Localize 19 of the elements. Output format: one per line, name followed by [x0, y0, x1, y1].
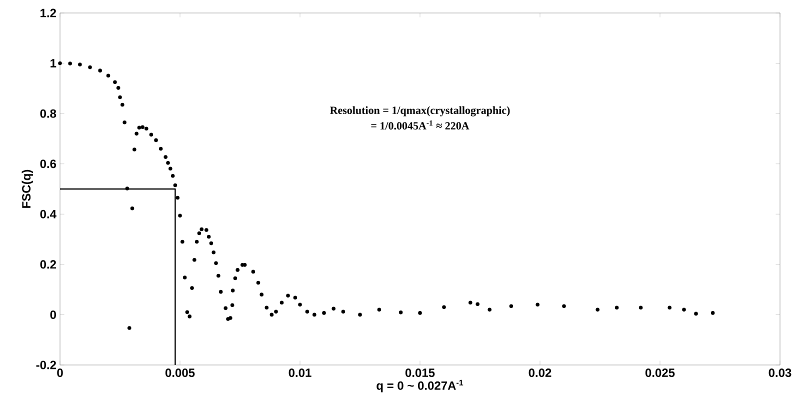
x-tick-label: 0.015: [405, 368, 435, 378]
y-tick-label: 1.2: [40, 8, 56, 18]
annotation: Resolution = 1/qmax(crystallographic): [330, 106, 510, 116]
y-tick-label: 0.4: [40, 210, 56, 218]
x-tick-label: 0.005: [165, 368, 195, 378]
y-axis-title: FSC(q): [22, 170, 33, 208]
y-tick-label: -0.2: [36, 360, 56, 370]
x-axis-title: q = 0 ~ 0.027A$^{-1}$: [376, 380, 464, 392]
x-tick-label: 0.025: [645, 368, 675, 378]
y-tick-label: 0: [50, 310, 56, 319]
y-tick-label: 1: [50, 59, 56, 68]
x-tick-label: 0: [57, 368, 63, 378]
y-tick-label: 0.6: [40, 160, 56, 168]
y-tick-label: 0.8: [40, 109, 56, 118]
x-tick-label: 0.02: [528, 368, 552, 378]
annotation: = 1/0.0045A$^{-1}$ ≈ 220A: [371, 120, 470, 130]
x-tick-label: 0.03: [768, 368, 792, 378]
y-tick-label: 0.2: [40, 260, 56, 269]
x-tick-label: 0.01: [288, 368, 312, 378]
